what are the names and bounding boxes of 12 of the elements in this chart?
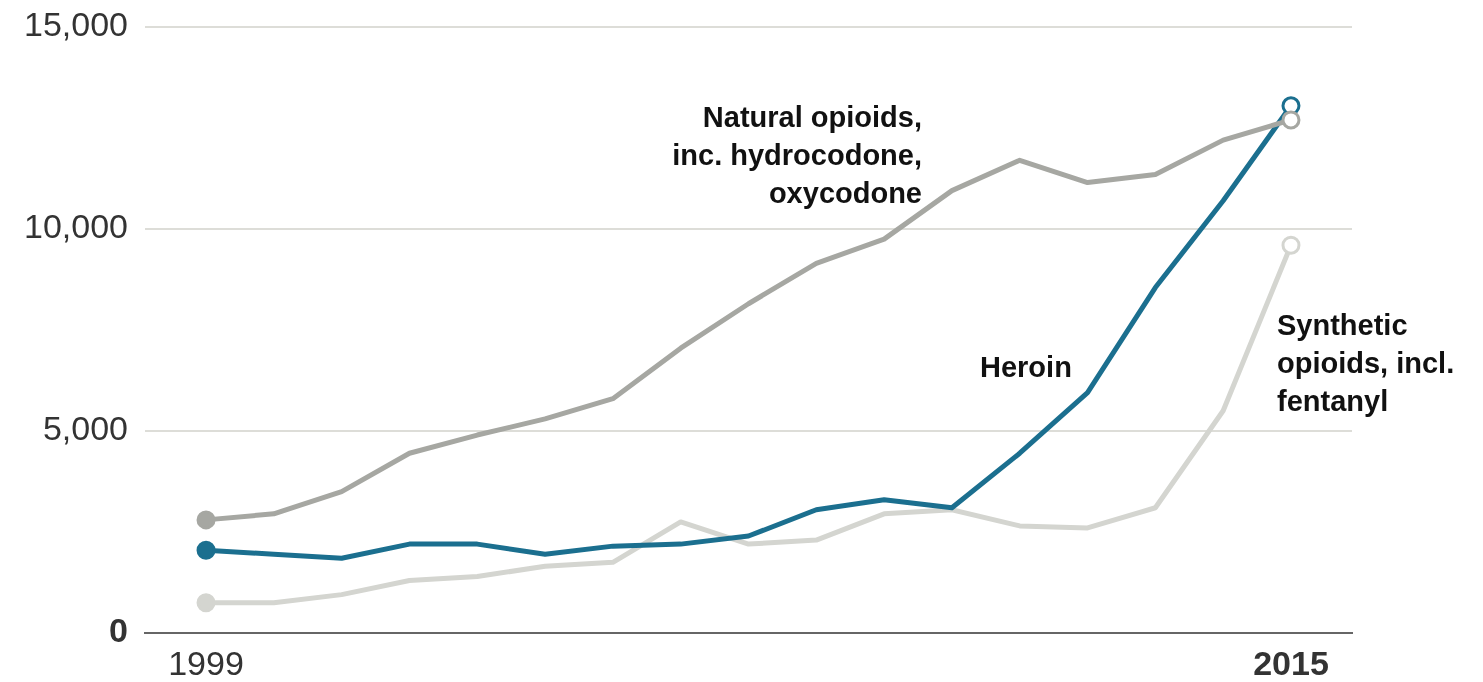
point <box>196 593 216 613</box>
series-label: Heroin <box>980 351 1072 383</box>
x-tick-label: 1999 <box>168 643 244 682</box>
y-tick-label: 0 <box>109 611 128 650</box>
y-tick-label: 10,000 <box>24 207 128 246</box>
y-tick-label: 5,000 <box>42 409 128 448</box>
point <box>196 540 216 560</box>
series-label: Natural opioids, inc. hydrocodone, oxycodone <box>672 101 922 209</box>
x-tick-label: 2015 <box>1253 643 1329 682</box>
point <box>196 510 216 530</box>
series-label: Synthetic opioids, incl. fentanyl <box>1277 309 1455 417</box>
y-tick-label: 15,000 <box>24 5 128 44</box>
